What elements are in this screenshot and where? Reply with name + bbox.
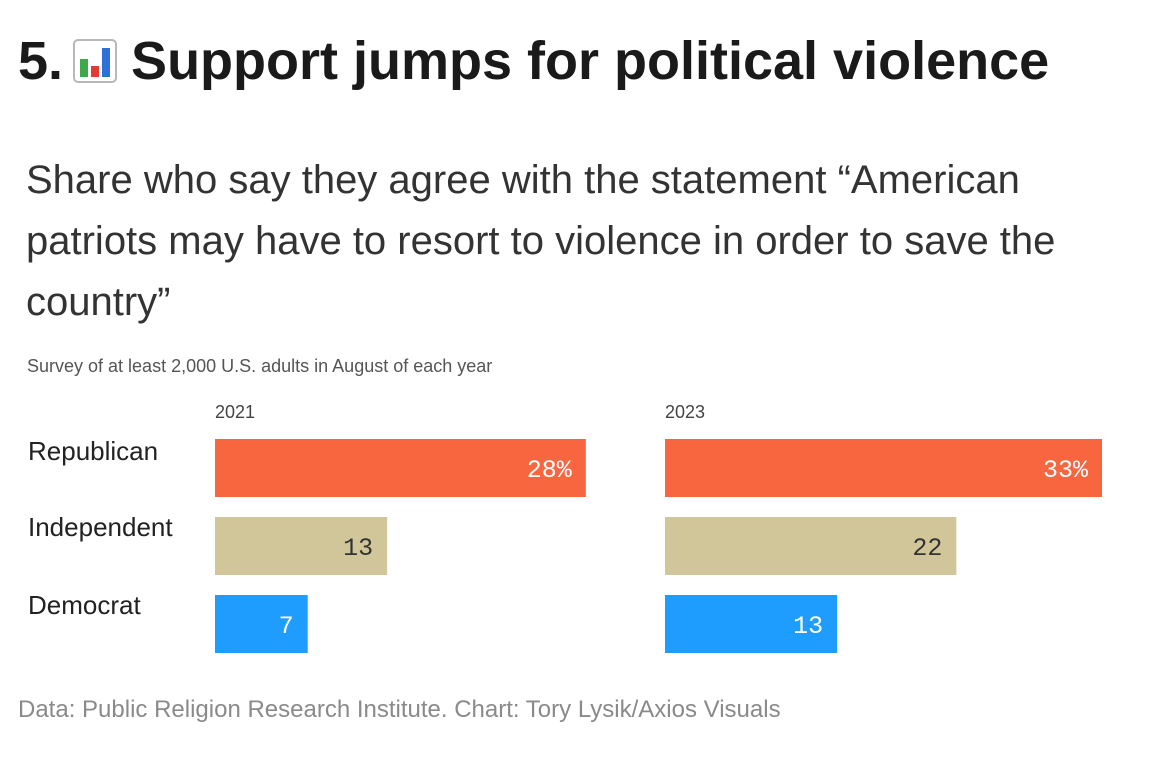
panel-year-label-2021: 2021 [215,402,255,422]
headline-number: 5. [18,31,64,91]
bar-2023-independent [665,517,957,575]
headline-text: Support jumps for political violence [131,31,1050,91]
value-label-2023-democrat: 13 [793,612,823,641]
value-label-2021-republican: 28% [527,456,573,485]
category-label-republican: Republican [28,436,158,466]
value-label-2023-republican: 33% [1043,456,1089,485]
bar-2023-democrat [665,595,838,653]
bar-2023-republican [665,439,1102,497]
value-label-2023-independent: 22 [912,534,942,563]
chart-subtitle: Survey of at least 2,000 U.S. adults in … [27,356,493,376]
bar-chart-emoji-icon [73,39,118,83]
category-label-independent: Independent [28,512,173,542]
panel-year-label-2023: 2023 [665,402,705,422]
value-label-2021-democrat: 7 [279,612,294,641]
headline: 5. Support jumps for political violence [18,26,1049,96]
bar-2021-independent [215,517,388,575]
bar-2021-democrat [215,595,308,653]
category-label-democrat: Democrat [28,590,141,620]
source-credit: Data: Public Religion Research Institute… [18,696,781,723]
value-label-2021-independent: 13 [343,534,373,563]
chart-title: Share who say they agree with the statem… [26,158,1056,324]
bar-chart: Republican Independent Democrat 2021 28% 13 7 2… [28,402,1102,653]
bar-2021-republican [215,439,586,497]
